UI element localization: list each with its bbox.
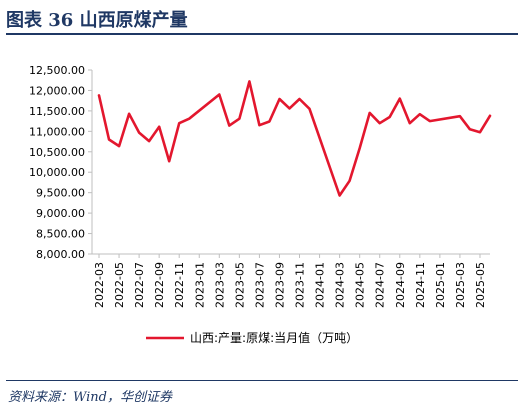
x-tick-label: 2023-09 xyxy=(273,262,286,308)
figure-title: 图表 36 山西原煤产量 xyxy=(6,10,188,31)
line-chart: 8,000.00 8,500.00 9,000.00 9,500.00 10,000.0… xyxy=(29,64,492,345)
chart-area: 8,000.00 8,500.00 9,000.00 9,500.00 10,000.0… xyxy=(0,40,524,380)
y-tick-label: 10,000.00 xyxy=(29,166,85,179)
x-tick-label: 2024-05 xyxy=(354,262,367,308)
x-axis: 2022-03 2022-05 2022-07 2022-09 2022-11 2023-… xyxy=(92,253,490,308)
legend-label: 山西:产量:原煤:当月值（万吨） xyxy=(190,330,358,345)
x-tick-label: 2022-11 xyxy=(173,262,186,308)
x-tick-label: 2023-07 xyxy=(253,262,266,308)
x-tick-label: 2024-11 xyxy=(414,262,427,308)
source-note: 资料来源：Wind，华创证券 xyxy=(8,390,172,405)
y-tick-label: 10,500.00 xyxy=(29,146,85,159)
y-tick-label: 11,500.00 xyxy=(29,105,85,118)
figure-header: 图表 36 山西原煤产量 xyxy=(6,4,518,32)
y-tick-label: 8,500.00 xyxy=(36,228,85,241)
x-tick-label: 2024-09 xyxy=(394,262,407,308)
y-axis: 8,000.00 8,500.00 9,000.00 9,500.00 10,000.0… xyxy=(29,64,93,261)
series-layer xyxy=(97,80,492,197)
x-tick-label: 2022-09 xyxy=(153,262,166,308)
x-tick-label: 2025-01 xyxy=(434,262,447,308)
x-tick-label: 2025-03 xyxy=(454,262,467,308)
x-tick-label: 2023-01 xyxy=(193,262,206,308)
x-tick-label: 2023-11 xyxy=(294,262,307,308)
x-tick-label: 2023-05 xyxy=(233,262,246,308)
x-tick-label: 2022-07 xyxy=(133,262,146,308)
legend: 山西:产量:原煤:当月值（万吨） xyxy=(146,330,358,345)
y-tick-label: 9,500.00 xyxy=(36,187,85,200)
header-rule xyxy=(6,33,518,35)
x-tick-label: 2025-05 xyxy=(474,262,487,308)
x-tick-label: 2024-01 xyxy=(314,262,327,308)
x-tick-label: 2022-05 xyxy=(113,262,126,308)
x-tick-label: 2023-03 xyxy=(213,262,226,308)
x-tick-label: 2024-07 xyxy=(374,262,387,308)
y-tick-label: 12,500.00 xyxy=(29,64,85,77)
x-tick-label: 2022-03 xyxy=(93,262,106,308)
y-tick-label: 11,000.00 xyxy=(29,125,85,138)
series-line xyxy=(97,80,492,197)
x-tick-label: 2024-03 xyxy=(334,262,347,308)
footer-rule xyxy=(6,380,518,381)
y-tick-label: 9,000.00 xyxy=(36,207,85,220)
y-tick-label: 12,000.00 xyxy=(29,84,85,97)
y-tick-label: 8,000.00 xyxy=(36,248,85,261)
